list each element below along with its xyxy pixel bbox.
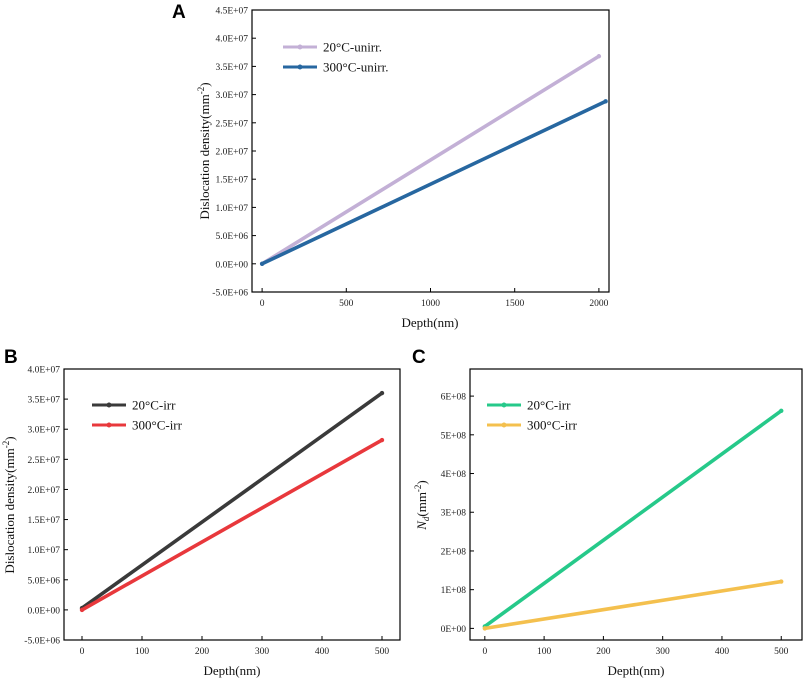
legend-marker-1 <box>106 402 112 408</box>
panel-label: C <box>412 347 426 368</box>
legend-marker-2 <box>106 422 112 428</box>
series-line-2 <box>80 438 384 612</box>
x-tick-label: 300 <box>656 647 671 657</box>
legend-label-2: 300°C-irr <box>527 418 578 433</box>
y-label-unit: (mm <box>414 492 429 517</box>
plot-frame <box>469 368 803 641</box>
y-tick-label: 1.5E+07 <box>215 176 248 186</box>
plot-frame <box>251 9 610 293</box>
y-label-main: Dislocation density(mm <box>197 94 212 219</box>
y-tick-label: 0E+00 <box>441 625 467 635</box>
series-line-2 <box>483 579 784 631</box>
legend-marker-2 <box>297 64 303 70</box>
y-tick-label: 4.0E+07 <box>215 35 248 45</box>
y-tick-label: 2.5E+07 <box>215 119 248 129</box>
x-axis-label: Depth(nm) <box>203 663 260 678</box>
y-tick-label: 5.0E+06 <box>27 576 60 586</box>
series-2-point <box>259 261 265 266</box>
y-axis-label: Nd(mm-2) <box>413 480 431 531</box>
y-tick-label: 5E+08 <box>441 431 467 441</box>
y-tick-label: 1.0E+07 <box>27 546 60 556</box>
plot-frame <box>63 368 401 641</box>
series-2-point <box>79 607 85 613</box>
chart-B: -5.0E+06 0.0E+00 5.0E+06 1.0E+07 1.5E+07 2.0E… <box>1 347 401 678</box>
x-tick-label: 500 <box>339 299 354 309</box>
y-tick-label: 6E+08 <box>441 393 467 403</box>
legend-label-1: 20°C-irr <box>527 398 571 413</box>
y-tick-label: 2E+08 <box>441 547 467 557</box>
x-axis-label: Depth(nm) <box>401 315 458 330</box>
series-2-point <box>379 437 385 443</box>
legend-marker-1 <box>297 44 303 50</box>
series-2-point <box>603 99 608 104</box>
series-1-point <box>779 408 784 414</box>
y-label-main: N <box>414 520 429 531</box>
x-tick-label: 0 <box>260 299 265 309</box>
legend-label-1: 20°C-irr <box>132 398 176 413</box>
chart-A: -5.0E+06 0.0E+00 5.0E+06 1.0E+07 1.5E+07 2.0E… <box>172 2 610 330</box>
x-tick-label: 200 <box>195 647 210 657</box>
x-tick-label: 0 <box>80 647 85 657</box>
legend-label-1: 20°C-unirr. <box>323 40 382 55</box>
y-label-close: ) <box>197 82 212 86</box>
y-label-sup: -2 <box>196 87 206 95</box>
y-tick-label: 0.0E+00 <box>215 260 248 270</box>
x-tick-label: 1500 <box>505 299 524 309</box>
panel-label: B <box>4 347 18 368</box>
series-line-1 <box>260 54 601 266</box>
x-tick-label: 0 <box>482 647 487 657</box>
y-label-main: Dislocation density(mm <box>2 448 17 573</box>
legend-label-2: 300°C-unirr. <box>323 60 389 75</box>
series-line-1 <box>80 391 384 610</box>
y-tick-label: 5.0E+06 <box>215 232 248 242</box>
y-label-sup: -2 <box>413 485 423 493</box>
y-tick-label: -5.0E+06 <box>24 637 60 647</box>
panel-label: A <box>172 2 186 23</box>
legend-marker-1 <box>501 402 507 408</box>
y-label-sub: d <box>421 516 431 521</box>
chart-C: 0E+00 1E+08 2E+08 3E+08 4E+08 5E+08 6E+08 0 100 2… <box>412 347 803 678</box>
y-tick-label: 3.5E+07 <box>27 396 60 406</box>
x-tick-label: 1000 <box>421 299 440 309</box>
y-label-close: ) <box>2 436 17 440</box>
y-tick-label: 1.5E+07 <box>27 516 60 526</box>
y-tick-label: 2.5E+07 <box>27 456 60 466</box>
y-axis-label: Dislocation density(mm-2) <box>196 82 212 219</box>
x-tick-label: 200 <box>596 647 611 657</box>
series-1-point <box>596 54 602 59</box>
x-tick-label: 400 <box>315 647 330 657</box>
x-tick-label: 100 <box>537 647 552 657</box>
y-tick-label: 1E+08 <box>441 586 467 596</box>
y-label-sup: -2 <box>1 441 11 449</box>
series-2-point <box>482 626 488 631</box>
y-tick-label: 4.5E+07 <box>215 7 248 17</box>
series-2-point <box>779 579 784 584</box>
legend-marker-2 <box>501 422 507 428</box>
x-tick-label: 300 <box>255 647 270 657</box>
y-tick-label: 3E+08 <box>441 509 467 519</box>
x-tick-label: 100 <box>135 647 150 657</box>
y-tick-label: 3.0E+07 <box>27 426 60 436</box>
x-tick-label: 500 <box>375 647 390 657</box>
y-tick-label: 3.5E+07 <box>215 63 248 73</box>
y-tick-label: -5.0E+06 <box>212 289 248 299</box>
series-line-2 <box>260 99 608 266</box>
series-1-point <box>379 390 385 396</box>
series-line-1 <box>483 409 784 629</box>
y-axis-label: Dislocation density(mm-2) <box>1 436 17 573</box>
y-tick-label: 1.0E+07 <box>215 204 248 214</box>
y-tick-label: 3.0E+07 <box>215 91 248 101</box>
y-tick-label: 0.0E+00 <box>27 606 60 616</box>
y-tick-label: 2.0E+07 <box>215 148 248 158</box>
y-tick-label: 4.0E+07 <box>27 366 60 376</box>
x-tick-label: 500 <box>774 647 789 657</box>
y-tick-label: 4E+08 <box>441 470 467 480</box>
x-axis-label: Depth(nm) <box>607 663 664 678</box>
legend-label-2: 300°C-irr <box>132 418 183 433</box>
x-tick-label: 2000 <box>589 299 608 309</box>
y-tick-label: 2.0E+07 <box>27 486 60 496</box>
x-tick-label: 400 <box>715 647 730 657</box>
y-label-close: ) <box>414 480 429 484</box>
